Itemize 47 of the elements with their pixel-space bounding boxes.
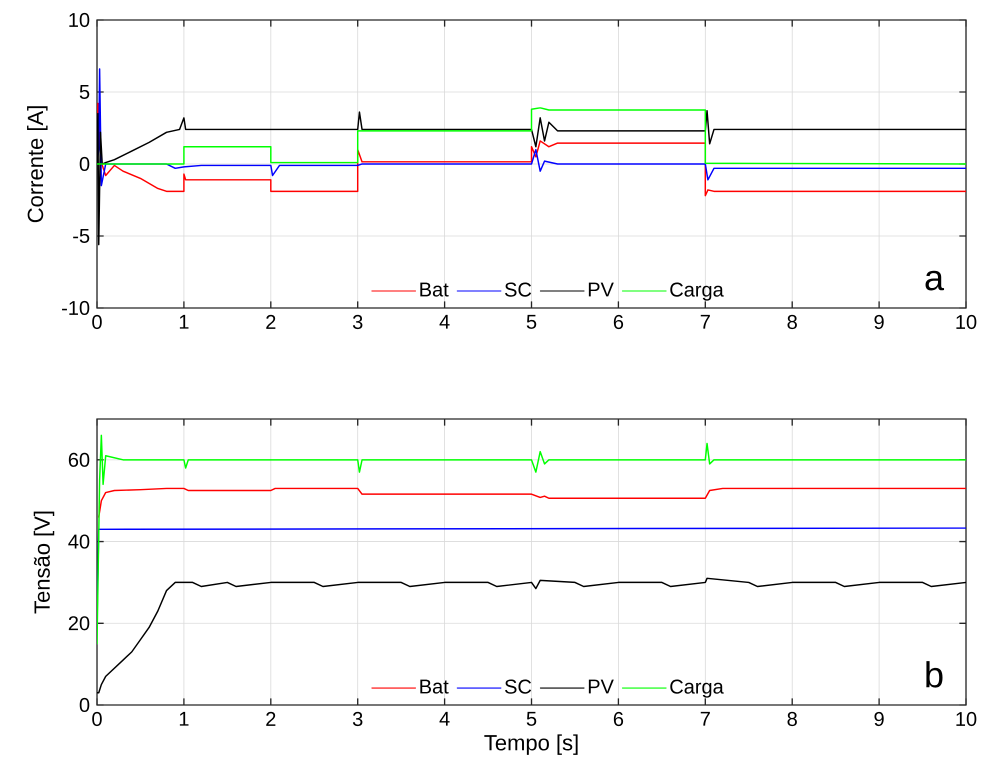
x-tick-label: 3 [352, 314, 362, 330]
x-tick-label: 8 [788, 712, 797, 726]
y-tick-label: 0 [80, 698, 90, 712]
y-tick-label: 10 [69, 12, 90, 28]
legend-label: Bat [420, 282, 449, 297]
y-tick-label: -5 [73, 229, 90, 243]
y-tick-label: 40 [68, 534, 90, 549]
x-tick-label: 7 [700, 314, 710, 329]
x-tick-label: 4 [440, 712, 450, 726]
x-tick-label: 2 [266, 712, 276, 726]
x-tick-label: 8 [788, 314, 797, 330]
legend-label: PV [588, 680, 614, 694]
y-tick-label: 0 [80, 156, 90, 172]
annotation: a [926, 270, 944, 290]
x-tick-label: 10 [956, 712, 976, 726]
x-tick-label: 7 [700, 712, 710, 726]
legend-label: Carga [670, 680, 724, 698]
x-tick-label: 1 [180, 712, 188, 726]
legend-label: SC [504, 680, 532, 694]
x-tick-label: 6 [614, 314, 624, 330]
x-tick-label: 0 [92, 314, 102, 330]
annotation: b [926, 661, 943, 688]
x-tick-label: 5 [526, 712, 536, 726]
x-tick-label: 5 [526, 314, 536, 329]
legend-label: PV [588, 282, 614, 296]
y-tick-label: 5 [80, 85, 90, 99]
x-tick-label: 1 [180, 314, 188, 329]
line-series [97, 434, 966, 644]
x-tick-label: 0 [92, 712, 102, 726]
x-tick-label: 10 [956, 314, 976, 330]
x-tick-label: 6 [614, 712, 624, 726]
x-tick-label: 9 [874, 314, 884, 330]
y-tick-label: -10 [62, 300, 90, 316]
line-series [98, 488, 966, 518]
x-axis-title: Tempo [s] [484, 734, 578, 755]
legend-label: Carga [670, 282, 724, 301]
y-axis-title: Tensão [V] [34, 512, 54, 614]
line-series [97, 68, 966, 186]
x-tick-label: 3 [352, 712, 362, 726]
x-tick-label: 9 [874, 712, 884, 726]
x-tick-label: 4 [440, 314, 450, 329]
y-tick-label: 20 [68, 616, 90, 630]
legend-label: SC [504, 282, 532, 297]
x-tick-label: 2 [266, 314, 276, 329]
y-tick-label: 60 [68, 452, 90, 467]
y-axis-title: Corrente [A] [27, 106, 48, 222]
legend-label: Bat [420, 680, 449, 694]
